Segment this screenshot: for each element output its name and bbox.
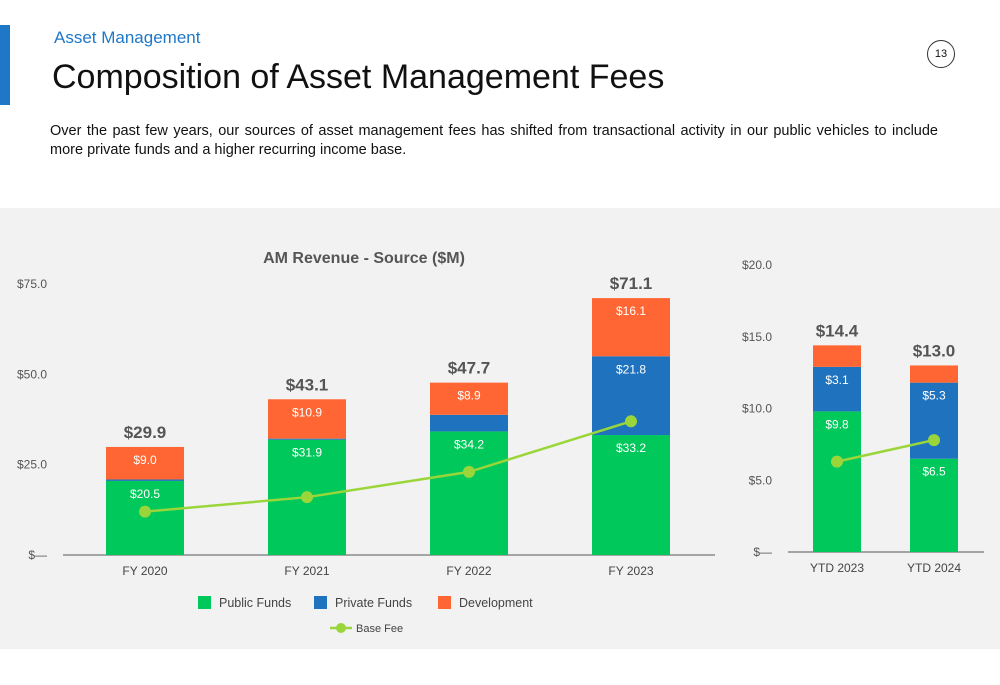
bar-total-label: $13.0 <box>913 341 956 360</box>
bar-public-funds <box>430 431 508 555</box>
base-fee-point <box>301 491 313 504</box>
base-fee-point <box>928 434 940 447</box>
bar-data-label: $3.1 <box>825 373 849 387</box>
y-tick-label: $15.0 <box>742 330 772 344</box>
x-tick-label: FY 2020 <box>122 564 167 578</box>
bar-data-label: $9.8 <box>825 417 849 431</box>
base-fee-line <box>836 438 935 463</box>
bar-data-label: $10.9 <box>292 405 322 419</box>
bar-private-funds <box>268 438 346 440</box>
section-label: Asset Management <box>54 28 201 47</box>
legend-label: Private Funds <box>335 596 412 610</box>
legend-swatch <box>438 596 451 609</box>
legend-label: Development <box>459 596 533 610</box>
y-tick-label: $75.0 <box>17 277 47 291</box>
bar-private-funds <box>813 366 861 412</box>
bar-data-label: $20.5 <box>130 487 160 501</box>
legend-swatch <box>198 596 211 609</box>
x-tick-label: FY 2021 <box>284 564 329 578</box>
y-tick-label: $— <box>753 545 772 559</box>
x-tick-label: FY 2023 <box>608 564 653 578</box>
bar-total-label: $43.1 <box>286 375 329 394</box>
legend-label: Public Funds <box>219 596 291 610</box>
bar-development <box>106 446 184 480</box>
bar-development <box>592 298 670 357</box>
accent-bar <box>0 25 10 105</box>
page-title: Composition of Asset Management Fees <box>52 58 665 96</box>
intro-paragraph: Over the past few years, our sources of … <box>50 123 938 158</box>
legend-label: Base Fee <box>356 623 403 635</box>
x-tick-label: FY 2022 <box>446 564 491 578</box>
bar-data-label: $21.8 <box>616 362 646 376</box>
bar-data-label: $5.3 <box>922 389 946 403</box>
bar-public-funds <box>813 411 861 552</box>
bar-development <box>430 382 508 415</box>
base-fee-point <box>139 505 151 518</box>
base-fee-point <box>831 455 843 468</box>
y-tick-label: $5.0 <box>749 473 773 487</box>
x-tick-label: YTD 2023 <box>810 561 864 575</box>
bar-development <box>268 399 346 439</box>
bar-data-label: $8.9 <box>457 389 481 403</box>
bar-total-label: $47.7 <box>448 359 491 378</box>
bar-data-label: $34.2 <box>454 437 484 451</box>
bar-data-label: $9.0 <box>133 453 157 467</box>
bar-total-label: $71.1 <box>610 274 653 293</box>
y-tick-label: $20.0 <box>742 258 772 272</box>
chart-title: AM Revenue - Source ($M) <box>263 250 465 267</box>
y-tick-label: $25.0 <box>17 458 47 472</box>
legend-swatch <box>314 596 327 609</box>
y-tick-label: $50.0 <box>17 367 47 381</box>
y-tick-label: $10.0 <box>742 402 772 416</box>
base-fee-point <box>463 465 475 478</box>
base-fee-point <box>625 415 637 428</box>
x-tick-label: YTD 2024 <box>907 561 961 575</box>
page-number: 13 <box>927 40 955 68</box>
bar-private-funds <box>430 414 508 432</box>
bar-total-label: $14.4 <box>816 321 859 340</box>
bar-public-funds <box>910 458 958 552</box>
bar-public-funds <box>106 480 184 555</box>
bar-data-label: $16.1 <box>616 304 646 318</box>
bar-data-label: $33.2 <box>616 441 646 455</box>
bar-development <box>910 365 958 383</box>
bar-data-label: $6.5 <box>922 465 946 479</box>
bar-private-funds <box>106 479 184 481</box>
legend-line-marker <box>336 623 346 633</box>
bar-development <box>813 345 861 367</box>
bar-data-label: $31.9 <box>292 446 322 460</box>
bar-total-label: $29.9 <box>124 423 167 442</box>
base-fee-line <box>144 420 632 513</box>
y-tick-label: $— <box>28 548 47 562</box>
bar-public-funds <box>592 435 670 555</box>
